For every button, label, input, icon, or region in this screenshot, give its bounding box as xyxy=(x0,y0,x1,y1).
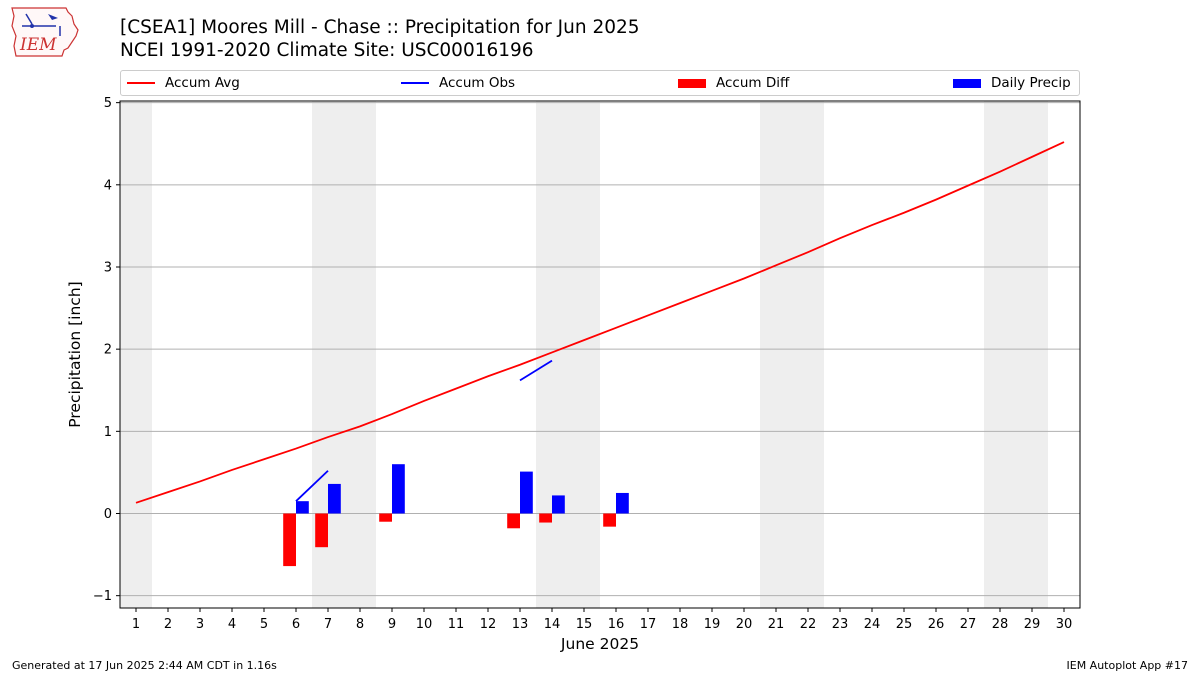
weekend-band-3 xyxy=(760,101,824,608)
y-tick-label-3: 3 xyxy=(104,260,112,275)
legend-label-daily-precip: Daily Precip xyxy=(991,75,1071,91)
y-tick-label-5: 5 xyxy=(104,96,112,111)
bar-accum-diff-day-14 xyxy=(539,513,552,523)
bar-daily-precip-day-6 xyxy=(296,501,309,514)
iem-logo: IEM xyxy=(11,7,79,57)
x-tick-label-30: 30 xyxy=(1056,617,1073,632)
legend-label-accum-obs: Accum Obs xyxy=(439,75,516,91)
y-tick-label-2: 2 xyxy=(104,343,112,358)
x-tick-label-19: 19 xyxy=(704,617,721,632)
bar-daily-precip-day-16 xyxy=(616,492,629,514)
x-tick-label-12: 12 xyxy=(480,617,497,632)
legend-item-accum-avg: Accum Avg xyxy=(127,71,240,95)
bar-daily-precip-day-13 xyxy=(520,471,533,514)
legend: Accum Avg Accum Obs Accum Diff Daily Pre… xyxy=(120,70,1080,96)
x-tick-label-17: 17 xyxy=(640,617,657,632)
x-tick-label-7: 7 xyxy=(324,617,332,632)
x-tick-label-18: 18 xyxy=(672,617,689,632)
x-tick-label-2: 2 xyxy=(164,617,172,632)
footer-app: IEM Autoplot App #17 xyxy=(1066,659,1189,672)
bar-accum-diff-day-6 xyxy=(283,513,296,567)
x-tick-label-14: 14 xyxy=(544,617,561,632)
line-accum-avg xyxy=(135,141,1065,504)
x-tick-label-3: 3 xyxy=(196,617,204,632)
x-tick-label-13: 13 xyxy=(512,617,529,632)
x-tick-label-6: 6 xyxy=(292,617,300,632)
y-tick-label-0: 0 xyxy=(104,507,112,522)
bar-daily-precip-day-7 xyxy=(328,483,341,514)
x-tick-label-8: 8 xyxy=(356,617,364,632)
x-axis-label: June 2025 xyxy=(560,635,639,653)
x-tick-label-16: 16 xyxy=(608,617,625,632)
legend-item-accum-obs: Accum Obs xyxy=(401,71,515,95)
chart-subtitle: NCEI 1991-2020 Climate Site: USC00016196 xyxy=(120,40,534,61)
bar-daily-precip-day-14 xyxy=(552,495,565,514)
line-accum-obs-segment-0 xyxy=(295,470,329,502)
bar-accum-diff-day-16 xyxy=(603,513,616,527)
y-tick-label-4: 4 xyxy=(104,178,112,193)
y-axis-label: Precipitation [inch] xyxy=(66,281,84,427)
x-tick-label-9: 9 xyxy=(388,617,396,632)
bar-daily-precip-day-9 xyxy=(392,464,405,514)
x-tick-label-22: 22 xyxy=(800,617,817,632)
x-tick-label-1: 1 xyxy=(132,617,140,632)
chart-title: [CSEA1] Moores Mill - Chase :: Precipita… xyxy=(120,17,640,38)
x-tick-label-27: 27 xyxy=(960,617,977,632)
x-tick-label-28: 28 xyxy=(992,617,1009,632)
legend-item-daily-precip: Daily Precip xyxy=(953,71,1071,95)
logo-text: IEM xyxy=(19,35,57,55)
bar-accum-diff-day-9 xyxy=(379,513,392,522)
legend-label-accum-diff: Accum Diff xyxy=(716,75,790,91)
x-tick-label-21: 21 xyxy=(768,617,785,632)
y-tick-label--1: −1 xyxy=(93,589,112,604)
legend-label-accum-avg: Accum Avg xyxy=(165,75,240,91)
weekend-band-0 xyxy=(120,101,152,608)
x-tick-label-29: 29 xyxy=(1024,617,1041,632)
x-tick-label-20: 20 xyxy=(736,617,753,632)
legend-swatch-accum-obs xyxy=(401,82,429,84)
x-tick-label-24: 24 xyxy=(864,617,881,632)
x-tick-label-25: 25 xyxy=(896,617,913,632)
legend-item-accum-diff: Accum Diff xyxy=(678,71,789,95)
legend-swatch-accum-diff xyxy=(678,78,706,88)
x-tick-label-5: 5 xyxy=(260,617,268,632)
x-tick-label-23: 23 xyxy=(832,617,849,632)
line-accum-obs-segment-1 xyxy=(519,359,553,382)
bar-accum-diff-day-13 xyxy=(507,513,520,529)
bar-accum-diff-day-7 xyxy=(315,513,328,548)
plot-frame xyxy=(119,100,1081,609)
y-tick-label-1: 1 xyxy=(104,425,112,440)
x-tick-label-26: 26 xyxy=(928,617,945,632)
x-tick-label-11: 11 xyxy=(448,617,465,632)
x-tick-label-10: 10 xyxy=(416,617,433,632)
footer-generated: Generated at 17 Jun 2025 2:44 AM CDT in … xyxy=(12,659,277,672)
x-tick-label-4: 4 xyxy=(228,617,236,632)
weekend-band-4 xyxy=(984,101,1048,608)
legend-swatch-daily-precip xyxy=(953,78,981,88)
legend-swatch-accum-avg xyxy=(127,82,155,84)
x-tick-label-15: 15 xyxy=(576,617,593,632)
